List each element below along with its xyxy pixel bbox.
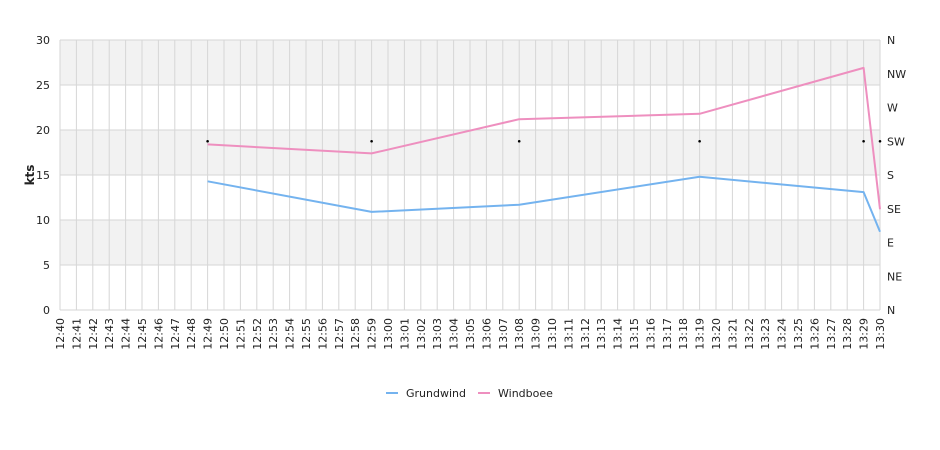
x-tick-label: 12:44 xyxy=(120,318,133,350)
x-tick-label: 12:50 xyxy=(218,318,231,350)
horizontal-gridlines xyxy=(60,39,880,311)
x-tick-label: 13:00 xyxy=(382,318,395,350)
direction-tick-label: N xyxy=(887,34,895,47)
x-tick-label: 13:15 xyxy=(628,318,641,350)
x-tick-label: 13:22 xyxy=(743,318,756,350)
y-tick-label: 10 xyxy=(36,214,50,227)
x-tick-label: 12:52 xyxy=(251,318,264,350)
x-tick-label: 13:19 xyxy=(694,318,707,350)
y-tick-label: 15 xyxy=(36,169,50,182)
x-tick-label: 13:09 xyxy=(530,318,543,350)
legend-label-windboee: Windboee xyxy=(498,387,553,400)
x-tick-label: 13:02 xyxy=(415,318,428,350)
x-tick-label: 13:17 xyxy=(661,318,674,350)
x-tick-label: 13:11 xyxy=(562,318,575,350)
legend-label-grundwind: Grundwind xyxy=(406,387,466,400)
x-tick-label: 13:21 xyxy=(726,318,739,350)
x-tick-label: 13:29 xyxy=(858,318,871,350)
direction-axis-ticks: N NE E SE S SW W NW N xyxy=(887,34,906,317)
direction-marker xyxy=(206,139,209,143)
x-tick-label: 13:30 xyxy=(874,318,887,350)
x-tick-label: 13:03 xyxy=(431,318,444,350)
x-tick-label: 13:05 xyxy=(464,318,477,350)
x-tick-label: 12:41 xyxy=(70,318,83,350)
direction-markers xyxy=(206,139,882,143)
x-tick-label: 13:23 xyxy=(759,318,772,350)
direction-marker xyxy=(698,139,701,143)
y-axis-ticks: 0 5 10 15 20 25 30 xyxy=(36,34,50,317)
direction-tick-label: SE xyxy=(887,203,901,216)
x-tick-label: 13:13 xyxy=(595,318,608,350)
x-tick-label: 13:06 xyxy=(480,318,493,350)
direction-marker xyxy=(878,139,882,143)
y-tick-label: 20 xyxy=(36,124,50,137)
direction-marker xyxy=(370,139,373,143)
x-tick-label: 13:04 xyxy=(448,318,461,350)
x-tick-label: 12:40 xyxy=(54,318,67,350)
y-tick-label: 25 xyxy=(36,79,50,92)
x-tick-label: 12:42 xyxy=(87,318,100,350)
direction-tick-label: N xyxy=(887,304,895,317)
series-line-grundwind xyxy=(207,175,881,233)
x-tick-label: 12:53 xyxy=(267,318,280,350)
x-tick-label: 12:59 xyxy=(366,318,379,350)
x-tick-label: 13:25 xyxy=(792,318,805,350)
y-tick-label: 5 xyxy=(43,259,50,272)
direction-tick-label: E xyxy=(887,237,894,250)
x-tick-label: 13:10 xyxy=(546,318,559,350)
x-tick-label: 13:24 xyxy=(776,318,789,350)
x-tick-label: 12:48 xyxy=(185,318,198,350)
legend: Grundwind Windboee xyxy=(386,387,553,400)
x-tick-label: 12:55 xyxy=(300,318,313,350)
x-tick-label: 12:58 xyxy=(349,318,362,350)
direction-tick-label: NE xyxy=(887,270,902,283)
x-tick-label: 12:54 xyxy=(284,318,297,350)
x-tick-label: 13:08 xyxy=(513,318,526,350)
x-tick-label: 13:28 xyxy=(841,318,854,350)
x-tick-label: 13:18 xyxy=(677,318,690,350)
x-axis-ticks: 12:40 12:41 12:42 12:43 12:44 12:45 12:46 12:47… xyxy=(54,318,887,350)
y-tick-label: 30 xyxy=(36,34,50,47)
direction-tick-label: NW xyxy=(887,68,906,81)
y-tick-label: 0 xyxy=(43,304,50,317)
x-tick-label: 12:46 xyxy=(152,318,165,350)
x-tick-label: 13:16 xyxy=(644,318,657,350)
x-tick-label: 12:47 xyxy=(169,318,182,350)
series-line-windboee xyxy=(207,66,881,210)
direction-marker xyxy=(517,139,521,143)
x-tick-label: 13:01 xyxy=(398,318,411,350)
x-tick-label: 13:20 xyxy=(710,318,723,350)
x-tick-label: 12:57 xyxy=(333,318,346,350)
series-lines xyxy=(207,66,881,233)
x-tick-label: 13:12 xyxy=(579,318,592,350)
x-tick-label: 12:56 xyxy=(316,318,329,350)
x-tick-label: 12:45 xyxy=(136,318,149,350)
direction-tick-label: SW xyxy=(887,135,905,148)
x-tick-label: 13:27 xyxy=(825,318,838,350)
x-tick-label: 12:43 xyxy=(103,318,116,350)
y-axis-title: kts xyxy=(23,165,37,186)
x-tick-label: 13:26 xyxy=(808,318,821,350)
x-tick-label: 12:51 xyxy=(234,318,247,350)
x-tick-label: 13:07 xyxy=(497,318,510,350)
direction-tick-label: S xyxy=(887,169,894,182)
x-tick-label: 13:14 xyxy=(612,318,625,350)
direction-tick-label: W xyxy=(887,102,898,115)
direction-marker xyxy=(862,139,865,143)
x-tick-label: 12:49 xyxy=(202,318,215,350)
